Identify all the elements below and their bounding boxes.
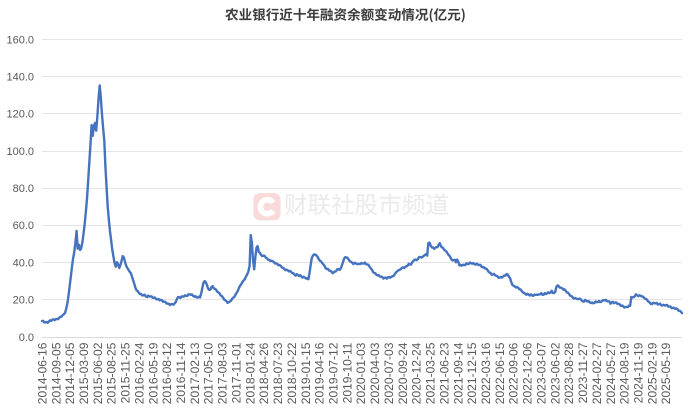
svg-text:2022-03-16: 2022-03-16 xyxy=(479,342,493,404)
svg-text:2015-06-02: 2015-06-02 xyxy=(91,342,105,404)
svg-text:2018-07-23: 2018-07-23 xyxy=(271,342,285,404)
svg-text:2019-10-11: 2019-10-11 xyxy=(340,342,354,403)
svg-text:2015-08-25: 2015-08-25 xyxy=(105,342,119,404)
svg-text:160.0: 160.0 xyxy=(6,34,34,46)
svg-text:100.0: 100.0 xyxy=(6,146,34,158)
svg-text:2015-11-25: 2015-11-25 xyxy=(119,342,133,403)
svg-text:2022-06-15: 2022-06-15 xyxy=(493,342,507,404)
svg-text:2020-12-24: 2020-12-24 xyxy=(410,342,424,404)
svg-text:2018-01-24: 2018-01-24 xyxy=(243,342,257,404)
svg-text:120.0: 120.0 xyxy=(6,109,34,121)
svg-text:2020-09-24: 2020-09-24 xyxy=(396,342,410,404)
svg-text:2021-06-23: 2021-06-23 xyxy=(437,342,451,404)
svg-text:2023-06-02: 2023-06-02 xyxy=(548,342,562,404)
svg-text:2019-07-12: 2019-07-12 xyxy=(327,342,341,404)
svg-text:2025-02-19: 2025-02-19 xyxy=(645,342,659,404)
svg-text:140.0: 140.0 xyxy=(6,72,34,84)
svg-text:2014-12-05: 2014-12-05 xyxy=(63,342,77,404)
svg-text:2017-08-03: 2017-08-03 xyxy=(216,342,230,404)
svg-text:2020-01-03: 2020-01-03 xyxy=(354,342,368,404)
svg-text:20.0: 20.0 xyxy=(13,295,34,307)
svg-text:0.0: 0.0 xyxy=(19,332,34,344)
svg-text:2020-07-03: 2020-07-03 xyxy=(382,342,396,404)
svg-text:2020-04-03: 2020-04-03 xyxy=(368,342,382,404)
svg-text:2021-09-14: 2021-09-14 xyxy=(451,342,465,404)
svg-text:2018-10-22: 2018-10-22 xyxy=(285,342,299,404)
svg-text:2024-08-19: 2024-08-19 xyxy=(618,342,632,404)
svg-text:2016-11-14: 2016-11-14 xyxy=(174,342,188,403)
svg-text:2016-08-12: 2016-08-12 xyxy=(160,342,174,404)
svg-text:60.0: 60.0 xyxy=(13,220,34,232)
svg-text:2023-11-27: 2023-11-27 xyxy=(576,342,590,403)
svg-text:2024-05-27: 2024-05-27 xyxy=(604,342,618,404)
svg-text:2019-04-16: 2019-04-16 xyxy=(313,342,327,404)
svg-text:80.0: 80.0 xyxy=(13,183,34,195)
svg-text:2023-03-07: 2023-03-07 xyxy=(534,342,548,404)
svg-text:2023-08-28: 2023-08-28 xyxy=(562,342,576,404)
svg-text:2016-05-19: 2016-05-19 xyxy=(146,342,160,404)
svg-text:2021-03-25: 2021-03-25 xyxy=(424,342,438,404)
svg-text:2024-02-27: 2024-02-27 xyxy=(590,342,604,404)
svg-text:2019-01-15: 2019-01-15 xyxy=(299,342,313,404)
svg-text:2021-12-15: 2021-12-15 xyxy=(465,342,479,404)
svg-text:2017-11-01: 2017-11-01 xyxy=(230,342,244,403)
svg-text:2017-02-13: 2017-02-13 xyxy=(188,342,202,404)
svg-text:2022-12-06: 2022-12-06 xyxy=(521,342,535,404)
svg-text:2024-11-19: 2024-11-19 xyxy=(632,342,646,403)
svg-text:2018-04-26: 2018-04-26 xyxy=(257,342,271,404)
svg-text:40.0: 40.0 xyxy=(13,257,34,269)
svg-text:2014-09-05: 2014-09-05 xyxy=(49,342,63,404)
svg-text:2014-06-16: 2014-06-16 xyxy=(35,342,49,404)
svg-text:2015-03-09: 2015-03-09 xyxy=(77,342,91,404)
svg-text:2025-05-19: 2025-05-19 xyxy=(659,342,673,404)
svg-text:2016-02-24: 2016-02-24 xyxy=(132,342,146,404)
svg-text:2017-05-10: 2017-05-10 xyxy=(202,342,216,404)
svg-text:2022-09-06: 2022-09-06 xyxy=(507,342,521,404)
